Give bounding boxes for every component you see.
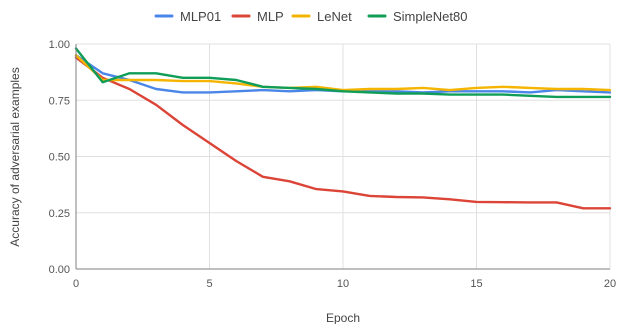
x-tick-label-3: 15 (470, 278, 482, 290)
chart-axes: 0.00 0.25 0.50 0.75 1.00 0 5 10 15 20 (49, 39, 617, 290)
x-tick-label-0: 0 (73, 278, 79, 290)
legend-label-1: MLP (257, 9, 284, 24)
legend-label-3: SimpleNet80 (393, 9, 467, 24)
x-axis-title: Epoch (326, 311, 360, 324)
series-line-mlp (74, 56, 612, 210)
x-tick-label-2: 10 (337, 278, 349, 290)
legend-item-simplenet80: SimpleNet80 (367, 9, 467, 24)
legend-item-mlp01: MLP01 (154, 9, 221, 24)
chart-series-group (74, 47, 612, 210)
chart-labels: Epoch Accuracy of adversarial examples (8, 67, 360, 324)
y-tick-label-3: 0.75 (49, 95, 70, 107)
legend-item-mlp: MLP (231, 9, 284, 24)
y-tick-label-4: 1.00 (49, 39, 70, 51)
chart-legend: MLP01 MLP LeNet SimpleNet80 (154, 9, 467, 24)
y-tick-label-2: 0.50 (49, 152, 70, 164)
legend-label-0: MLP01 (180, 9, 221, 24)
legend-item-lenet: LeNet (291, 9, 352, 24)
x-tick-label-1: 5 (206, 278, 212, 290)
y-tick-label-1: 0.25 (49, 208, 70, 220)
y-axis-title: Accuracy of adversarial examples (8, 67, 22, 246)
x-tick-label-4: 20 (604, 278, 616, 290)
y-tick-label-0: 0.00 (49, 264, 70, 276)
series-line-simplenet80 (74, 47, 612, 99)
chart-grid (76, 43, 611, 269)
legend-label-2: LeNet (317, 9, 352, 24)
